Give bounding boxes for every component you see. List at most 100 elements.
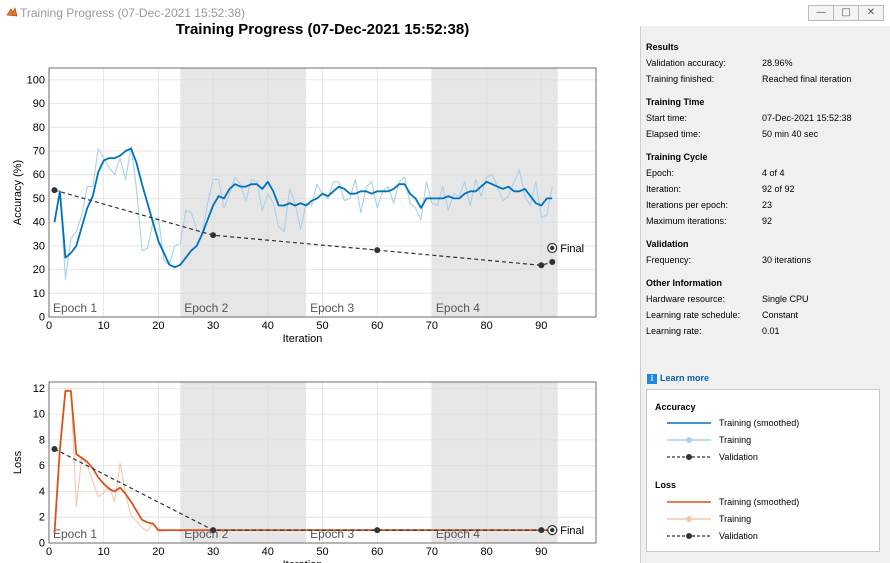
learning-rate-label: Learning rate: [646, 326, 702, 336]
max-iterations-value: 92 [762, 216, 773, 226]
acc-y-tick-label: 20 [33, 264, 45, 276]
validation-heading: Validation [646, 239, 689, 249]
loss-final-label: Final [560, 525, 584, 537]
acc-y-tick-label: 70 [33, 146, 45, 158]
loss-validation-point [374, 527, 381, 534]
epoch-label: Epoch: [646, 168, 675, 178]
iterations-per-epoch-value: 23 [762, 200, 773, 210]
loss-y-tick-label: 8 [39, 434, 45, 446]
acc-x-tick-label: 90 [535, 320, 547, 332]
acc-axes-frame [48, 67, 597, 318]
loss-x-tick-label: 60 [371, 546, 383, 558]
learn-more-link[interactable]: i Learn more [647, 373, 709, 384]
loss-epoch-label: Epoch 1 [53, 527, 97, 541]
acc-y-tick-label: 10 [33, 288, 45, 300]
loss-x-tick-label: 30 [207, 546, 219, 558]
acc-x-tick-label: 20 [152, 320, 164, 332]
legend-loss-heading: Loss [655, 480, 677, 490]
loss-epoch-label: Epoch 3 [310, 527, 354, 541]
plot-area: Training Progress (07-Dec-2021 15:52:38)… [0, 21, 640, 563]
loss-validation-point [538, 527, 545, 534]
learn-more-label: Learn more [660, 373, 710, 383]
window-titlebar: Training Progress (07-Dec-2021 15:52:38)… [0, 0, 890, 27]
lr-schedule-label: Learning rate schedule: [646, 310, 741, 320]
acc-x-tick-label: 50 [316, 320, 328, 332]
training-finished-label: Training finished: [646, 74, 715, 84]
acc-y-tick-label: 0 [39, 312, 45, 324]
legend-acc-smoothed-label: Training (smoothed) [719, 418, 800, 428]
learning-rate-value: 0.01 [762, 326, 780, 336]
elapsed-time-value: 50 min 40 sec [762, 129, 819, 139]
iterations-per-epoch-label: Iterations per epoch: [646, 200, 729, 210]
loss-x-tick-label: 70 [426, 546, 438, 558]
legend-loss-validation-label: Validation [719, 531, 758, 541]
loss-epoch-label: Epoch 4 [436, 527, 480, 541]
loss-y-tick-label: 0 [39, 538, 45, 550]
acc-y-tick-label: 100 [27, 74, 45, 86]
loss-final-marker-dot [550, 527, 555, 533]
acc-y-tick-label: 50 [33, 193, 45, 205]
acc-y-tick-label: 60 [33, 169, 45, 181]
acc-x-tick-label: 40 [262, 320, 274, 332]
acc-epoch-shade [431, 68, 558, 317]
minimize-button[interactable]: — [808, 5, 834, 21]
acc-y-axis-label: Accuracy (%) [12, 160, 24, 225]
loss-axes-frame [48, 381, 597, 544]
info-panel: Results Validation accuracy: 28.96% Trai… [640, 26, 890, 563]
frequency-value: 30 iterations [762, 255, 812, 265]
legend-acc-training-swatch [667, 437, 711, 443]
info-icon: i [647, 374, 657, 384]
loss-x-tick-label: 20 [152, 546, 164, 558]
max-iterations-label: Maximum iterations: [646, 216, 727, 226]
other-info-heading: Other Information [646, 278, 722, 288]
loss-x-tick-label: 90 [535, 546, 547, 558]
acc-y-tick-label: 90 [33, 98, 45, 110]
epoch-value: 4 of 4 [762, 168, 785, 178]
loss-x-tick-label: 0 [46, 546, 52, 558]
loss-x-axis-label: Iteration [283, 559, 323, 563]
training-charts: Epoch 1 Epoch 2 Epoch 3 Epoch 4010203040506… [12, 67, 597, 563]
acc-validation-point [51, 187, 58, 194]
acc-final-marker-dot [550, 245, 555, 251]
acc-y-tick-label: 80 [33, 122, 45, 134]
loss-x-tick-label: 40 [262, 546, 274, 558]
loss-epoch-shade [180, 382, 307, 543]
iteration-value: 92 of 92 [762, 184, 795, 194]
loss-validation-point [51, 445, 58, 452]
acc-axes: Epoch 1 Epoch 2 Epoch 3 Epoch 4 0 10 20 30 40 50 6… [12, 67, 597, 345]
legend-loss-training-swatch [667, 516, 711, 522]
acc-epoch-label: Epoch 4 [436, 301, 480, 315]
legend-acc-smoothed-swatch [667, 422, 711, 424]
loss-y-tick-label: 6 [39, 460, 45, 472]
acc-y-tick-label: 40 [33, 217, 45, 229]
close-button[interactable]: ✕ [858, 5, 884, 21]
legend-panel: Accuracy Training (smoothed) Training Va… [646, 389, 880, 552]
loss-training-smoothed-line [53, 390, 553, 533]
elapsed-time-label: Elapsed time: [646, 129, 701, 139]
frequency-label: Frequency: [646, 255, 692, 265]
window-title: Training Progress (07-Dec-2021 15:52:38) [20, 6, 246, 20]
legend-acc-training-label: Training [719, 435, 752, 445]
legend-loss-validation-swatch [667, 533, 711, 539]
validation-accuracy-value: 28.96% [762, 58, 793, 68]
acc-validation-point [538, 262, 545, 269]
acc-epoch-label: Epoch 2 [184, 301, 228, 315]
loss-y-tick-label: 2 [39, 512, 45, 524]
legend-loss-smoothed-label: Training (smoothed) [719, 497, 800, 507]
results-heading: Results [646, 42, 679, 52]
legend-accuracy-heading: Accuracy [655, 402, 696, 412]
training-finished-value: Reached final iteration [762, 74, 852, 84]
acc-x-tick-label: 70 [426, 320, 438, 332]
loss-x-tick-label: 50 [316, 546, 328, 558]
acc-x-tick-label: 60 [371, 320, 383, 332]
acc-epoch-label: Epoch 3 [310, 301, 354, 315]
lr-schedule-value: Constant [762, 310, 799, 320]
plot-title: Training Progress (07-Dec-2021 15:52:38) [175, 21, 470, 38]
loss-axes: Epoch 1 Epoch 2 Epoch 3 Epoch 4 0 2 4 6 8 10 12 0 10… [12, 381, 597, 563]
acc-validation-point [549, 258, 556, 265]
acc-training-line [53, 145, 553, 280]
loss-validation-point [210, 527, 217, 534]
acc-final-label: Final [560, 243, 584, 255]
maximize-button[interactable]: □ [833, 5, 859, 21]
acc-epoch-label: Epoch 1 [53, 301, 97, 315]
